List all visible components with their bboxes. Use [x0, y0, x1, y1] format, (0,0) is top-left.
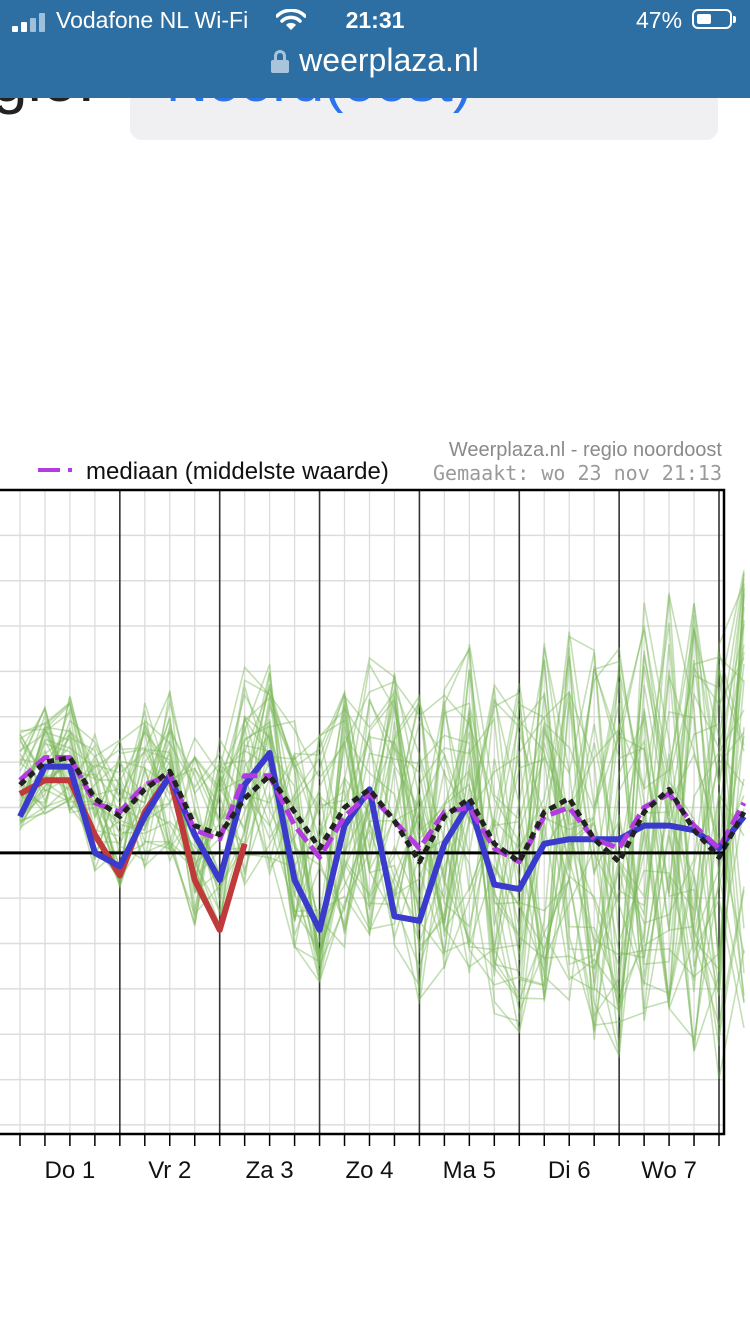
chart-source-label: Weerplaza.nl - regio noordoost: [449, 439, 723, 461]
lock-icon: [271, 50, 290, 73]
cellular-signal-icon: [12, 12, 50, 32]
x-tick-label: Za 3: [246, 1157, 294, 1180]
ensemble-member-line: [19, 674, 745, 1027]
x-tick-label: Vr 2: [148, 1157, 191, 1180]
ensemble-member-line: [19, 659, 745, 1013]
ensemble-temperature-chart: Do 1 Vr 2 Za 3 Zo 4 Ma 5 Di 6 Wo 7 Weerplaza.n…: [0, 439, 747, 1180]
chart-legend: mediaan (middelste waarde): [38, 458, 389, 485]
x-tick-label: Ma 5: [443, 1157, 496, 1180]
ensemble-member-line: [19, 669, 745, 961]
ensemble-member-line: [19, 625, 745, 1015]
ensemble-member-line: [19, 650, 745, 1079]
series-line-1: [18, 755, 747, 865]
ensemble-member-line: [19, 573, 745, 978]
legend-label-median: mediaan (middelste waarde): [86, 458, 389, 485]
ensemble-member-line: [19, 691, 745, 1002]
ensemble-member-line: [19, 578, 745, 1016]
chart-created-label: Gemaakt: wo 23 nov 21:13: [433, 461, 722, 485]
ensemble-member-line: [19, 664, 745, 993]
ensemble-member-line: [19, 583, 745, 996]
ensemble-member-line: [19, 587, 745, 1055]
plot-frame: [0, 488, 726, 1136]
status-bar: Vodafone NL Wi-Fi 21:31 47% weerplaza.nl: [0, 0, 750, 98]
ensemble-member-line: [19, 624, 745, 992]
x-tick-label: Wo 7: [641, 1157, 697, 1180]
battery-icon: [692, 9, 736, 29]
ensemble-member-line: [19, 693, 745, 978]
ensemble-member-line: [19, 656, 745, 966]
ensemble-member-line: [19, 672, 745, 1018]
ensemble-member-line: [19, 651, 745, 1048]
x-axis-ticks: Do 1 Vr 2 Za 3 Zo 4 Ma 5 Di 6 Wo 7: [19, 1134, 720, 1180]
chart-series: [17, 750, 747, 933]
wifi-icon: [276, 9, 306, 30]
x-tick-label: Zo 4: [345, 1157, 393, 1180]
x-tick-label: Do 1: [45, 1157, 96, 1180]
clock: 21:31: [345, 7, 405, 33]
ensemble-member-line: [19, 647, 745, 1026]
carrier-name: Vodafone NL Wi-Fi: [56, 7, 249, 33]
address-bar[interactable]: weerplaza.nl: [0, 42, 750, 86]
ensemble-member-line: [19, 662, 745, 954]
battery-percentage: 47%: [636, 7, 683, 33]
url-text: weerplaza.nl: [299, 42, 479, 78]
x-tick-label: Di 6: [548, 1157, 591, 1180]
ensemble-member-line: [19, 657, 745, 1032]
